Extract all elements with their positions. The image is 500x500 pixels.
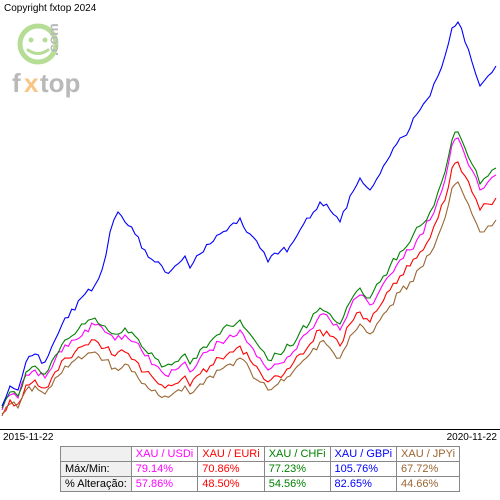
series-line — [2, 138, 496, 410]
table-header-row: XAU / USDiXAU / EURiXAU / CHFiXAU / GBPi… — [61, 447, 460, 462]
series-line — [2, 162, 496, 414]
series-line — [2, 182, 496, 416]
x-start-date: 2015-11-22 — [3, 432, 53, 443]
table-cell: 79.14% — [131, 462, 197, 477]
copyright-text: Copyright fxtop 2024 — [4, 3, 96, 14]
table-cell: 57.86% — [131, 477, 197, 492]
svg-text:top: top — [40, 68, 80, 98]
table-corner — [61, 447, 132, 462]
table-cell: 54.56% — [264, 477, 330, 492]
series-header[interactable]: XAU / EURi — [198, 447, 264, 462]
series-line — [2, 132, 496, 408]
table-cell: 82.65% — [330, 477, 396, 492]
svg-text:f: f — [12, 68, 21, 98]
table-row: Máx/Min:79.14%70.86%77.23%105.76%67.72% — [61, 462, 460, 477]
series-header[interactable]: XAU / USDi — [131, 447, 197, 462]
table-cell: 67.72% — [397, 462, 460, 477]
table-row: % Alteração:57.86%48.50%54.56%82.65%44.6… — [61, 477, 460, 492]
table-cell: 48.50% — [198, 477, 264, 492]
svg-text:.com: .com — [45, 23, 61, 56]
table-cell: 44.66% — [397, 477, 460, 492]
series-header[interactable]: XAU / JPYi — [397, 447, 460, 462]
row-label: % Alteração: — [61, 477, 132, 492]
fxtop-logo: f x top .com — [8, 20, 98, 105]
table-cell: 70.86% — [198, 462, 264, 477]
row-label: Máx/Min: — [61, 462, 132, 477]
table-cell: 77.23% — [264, 462, 330, 477]
series-header[interactable]: XAU / CHFi — [264, 447, 330, 462]
summary-table: XAU / USDiXAU / EURiXAU / CHFiXAU / GBPi… — [60, 446, 460, 492]
x-end-date: 2020-11-22 — [447, 432, 497, 443]
series-header[interactable]: XAU / GBPi — [330, 447, 396, 462]
svg-text:x: x — [24, 68, 39, 98]
table-cell: 105.76% — [330, 462, 396, 477]
